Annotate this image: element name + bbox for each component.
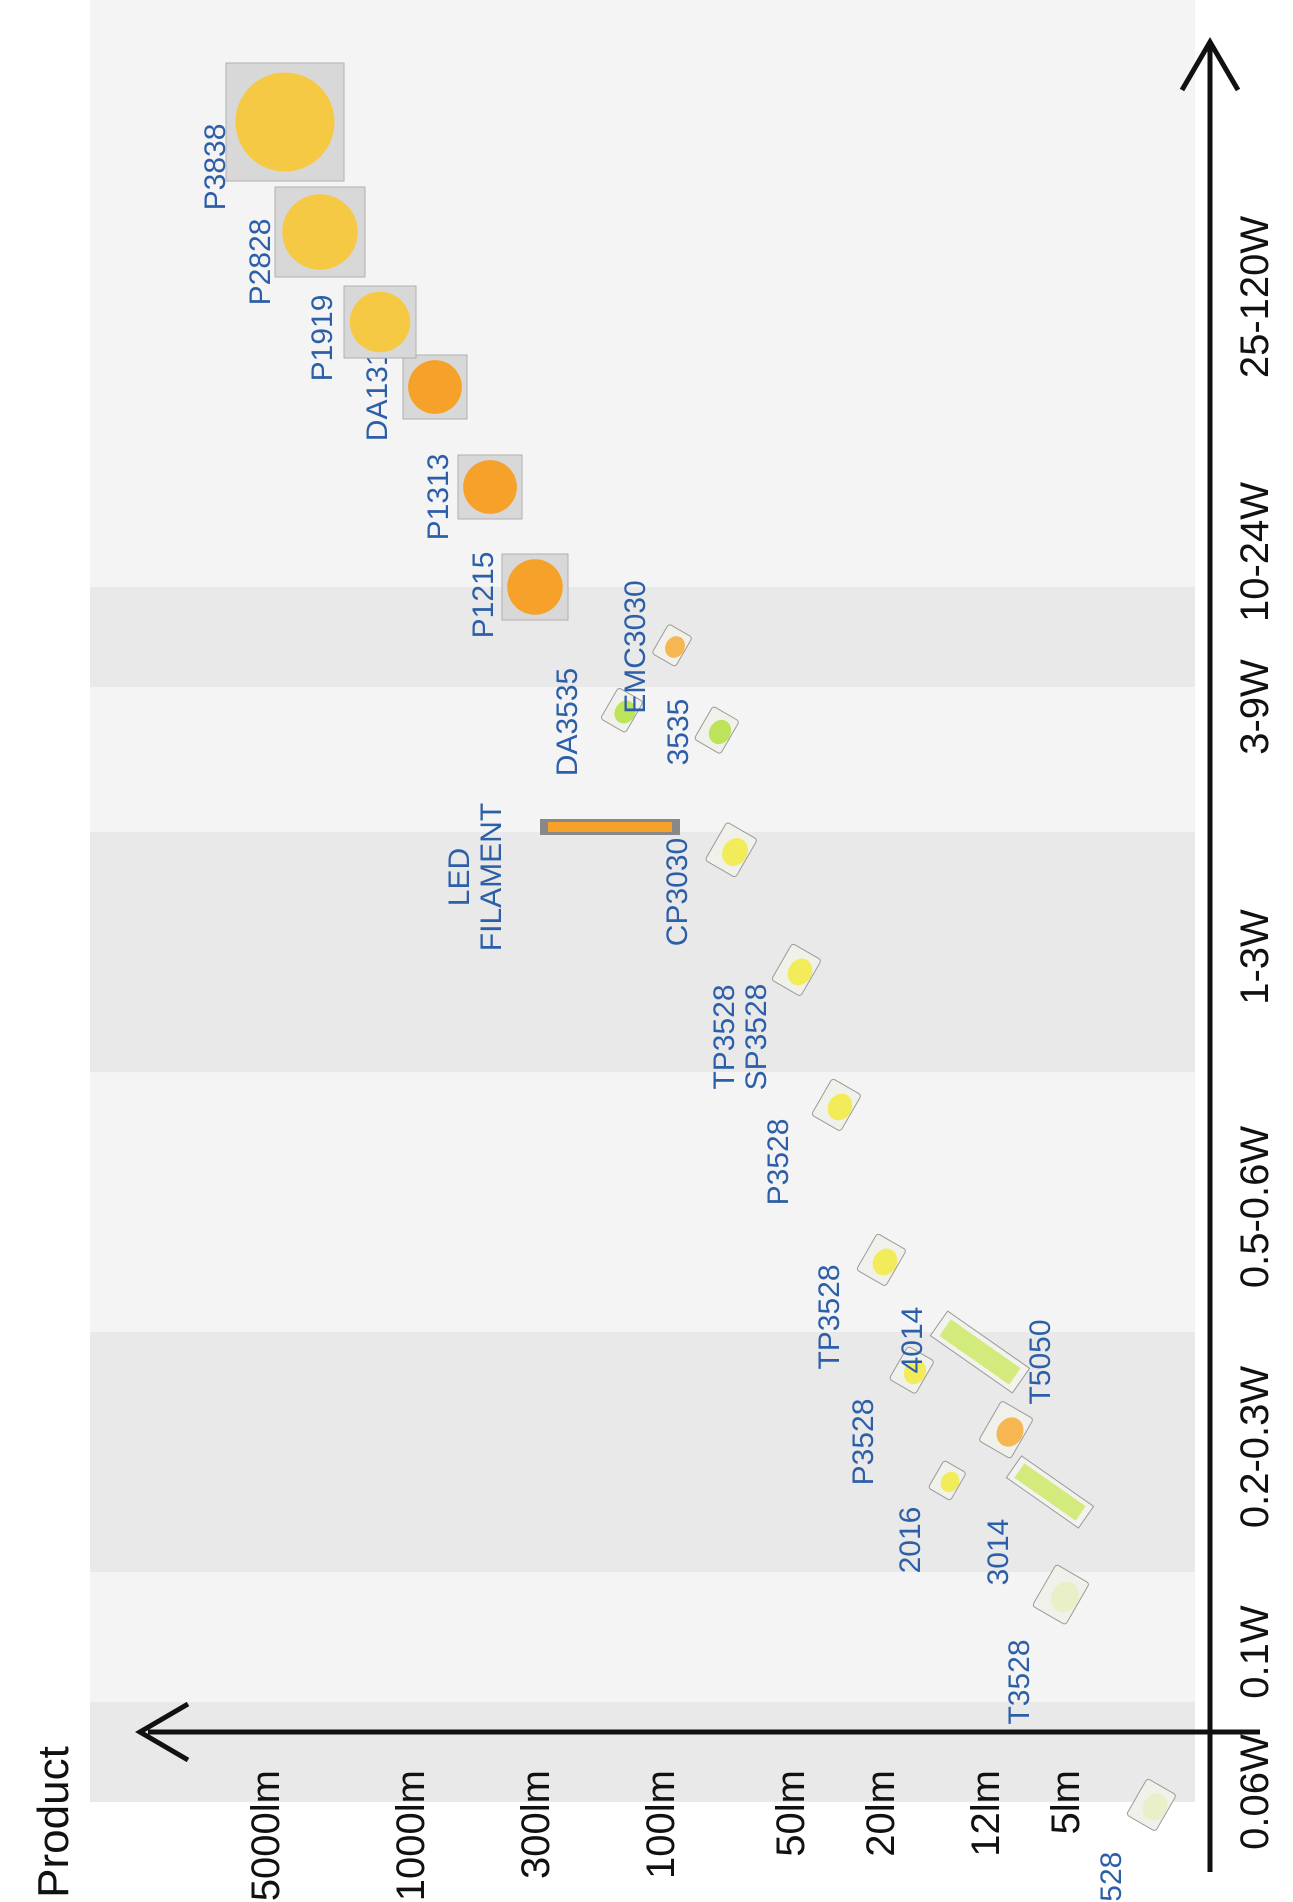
- filament-glow: [548, 822, 672, 832]
- smd-phosphor: [1050, 1581, 1080, 1613]
- product-label: TP3528: [813, 1264, 846, 1369]
- product-label: 3535: [662, 699, 695, 766]
- product-label: P3528: [847, 1399, 880, 1486]
- product-label: FILAMENT: [475, 803, 508, 951]
- smd-phosphor: [665, 636, 685, 658]
- power-tick-25-120w: 25-120W: [1233, 216, 1277, 379]
- cob-phosphor: [235, 72, 335, 172]
- lumen-tick-300lm: 300lm: [514, 1770, 558, 1879]
- lumen-tick-1000lm: 1000lm: [389, 1770, 433, 1901]
- lumen-tick-12lm: 12lm: [964, 1770, 1008, 1857]
- strip-phosphor: [1014, 1463, 1086, 1521]
- lumen-tick-100lm: 100lm: [639, 1770, 683, 1879]
- power-axis-arrow: [1179, 37, 1241, 92]
- lumen-tick-20lm: 20lm: [859, 1770, 903, 1857]
- product-da3535: DA3535: [551, 668, 643, 776]
- lumen-tick-5000lm: 5000lm: [244, 1770, 288, 1901]
- product-label: SP3528: [740, 984, 773, 1091]
- product-label: 3014: [982, 1519, 1015, 1586]
- band-0-06w: [90, 1702, 1195, 1802]
- smd-phosphor: [614, 700, 636, 724]
- power-tick-1-3w: 1-3W: [1233, 909, 1277, 1005]
- product-label: DA3535: [551, 668, 584, 776]
- power-tick-3-9w: 3-9W: [1233, 659, 1277, 755]
- product-p1313: P1313: [422, 454, 523, 541]
- product-3014: 3014: [982, 1455, 1095, 1586]
- product-p1215: P1215: [467, 552, 569, 639]
- cob-phosphor: [282, 194, 358, 270]
- band-10-24w: [90, 587, 1195, 687]
- power-tick-0-5-0-6w: 0.5-0.6W: [1233, 1126, 1277, 1289]
- product-label: 3528: [1095, 1852, 1128, 1902]
- product-2016: 2016: [894, 1460, 966, 1573]
- product-label: P3528: [762, 1119, 795, 1206]
- product-4014: 4014: [896, 1307, 1031, 1394]
- product-label: P1313: [422, 454, 455, 541]
- product-label: 2016: [894, 1507, 927, 1574]
- product-label: EMC3030: [619, 580, 652, 713]
- smd-phosphor: [996, 1417, 1024, 1447]
- smd-phosphor: [722, 837, 748, 867]
- product-label: TP3528: [708, 984, 741, 1089]
- product-3535: 3535: [662, 699, 739, 766]
- lumen-axis-arrow: [135, 1701, 190, 1763]
- cob-phosphor: [349, 291, 411, 353]
- product-label: 4014: [896, 1307, 929, 1374]
- chart-title: Product: [29, 1746, 78, 1898]
- strip-phosphor: [939, 1319, 1021, 1385]
- band-1-3w: [90, 832, 1195, 1072]
- smd-phosphor: [708, 719, 732, 745]
- product-p3838: P3838: [199, 62, 345, 211]
- product-t5050: T5050: [979, 1319, 1057, 1459]
- smd-phosphor: [903, 1359, 927, 1385]
- smd-phosphor: [1142, 1793, 1168, 1821]
- product-label: T5050: [1024, 1319, 1057, 1404]
- cob-phosphor: [507, 559, 563, 615]
- lumen-tick-50lm: 50lm: [769, 1770, 813, 1857]
- product-3528: 3528: [1095, 1778, 1176, 1902]
- product-tp3528-sp3528: TP3528 SP3528: [708, 943, 821, 1090]
- product-emc3030: EMC3030: [619, 580, 692, 714]
- product-label: P1215: [467, 552, 500, 639]
- smd-phosphor: [787, 958, 813, 986]
- product-led-filament: LED FILAMENT: [443, 803, 680, 951]
- cob-phosphor: [408, 360, 462, 414]
- lumen-tick-5lm: 5lm: [1044, 1770, 1088, 1834]
- product-t3528: T3528: [1003, 1564, 1089, 1725]
- product-tp3528: TP3528: [813, 1233, 906, 1370]
- product-p3528: P3528: [762, 1078, 861, 1205]
- smd-phosphor: [872, 1248, 898, 1276]
- product-label: T3528: [1003, 1639, 1036, 1724]
- product-p1919: P1919: [306, 285, 417, 382]
- cob-phosphor: [463, 460, 517, 514]
- band-0-2-0-3w: [90, 1332, 1195, 1572]
- product-label: LED: [443, 848, 476, 906]
- power-tick-0-2-0-3w: 0.2-0.3W: [1233, 1366, 1277, 1529]
- product-cp3030: CP3030: [661, 822, 757, 946]
- power-tick-0-1w: 0.1W: [1233, 1605, 1277, 1699]
- power-tick-10-24w: 10-24W: [1233, 482, 1277, 622]
- product-p3528: P3528: [847, 1346, 934, 1485]
- product-label: P2828: [244, 219, 277, 306]
- product-p2828: P2828: [244, 186, 366, 306]
- product-label: CP3030: [661, 838, 694, 946]
- product-label: P3838: [199, 124, 232, 211]
- product-label: P1919: [306, 295, 339, 382]
- smd-phosphor: [940, 1471, 960, 1493]
- power-tick-0-06w: 0.06W: [1233, 1734, 1277, 1850]
- smd-phosphor: [827, 1093, 853, 1121]
